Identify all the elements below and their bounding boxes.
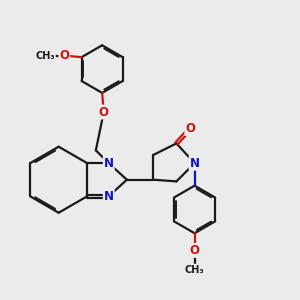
- Text: O: O: [190, 244, 200, 257]
- Text: CH₃: CH₃: [185, 265, 204, 275]
- Text: O: O: [185, 122, 195, 135]
- Text: N: N: [190, 157, 200, 170]
- Text: N: N: [104, 190, 114, 203]
- Text: N: N: [104, 157, 114, 170]
- Text: CH₃: CH₃: [35, 50, 55, 61]
- Text: O: O: [99, 106, 109, 118]
- Text: O: O: [59, 49, 69, 62]
